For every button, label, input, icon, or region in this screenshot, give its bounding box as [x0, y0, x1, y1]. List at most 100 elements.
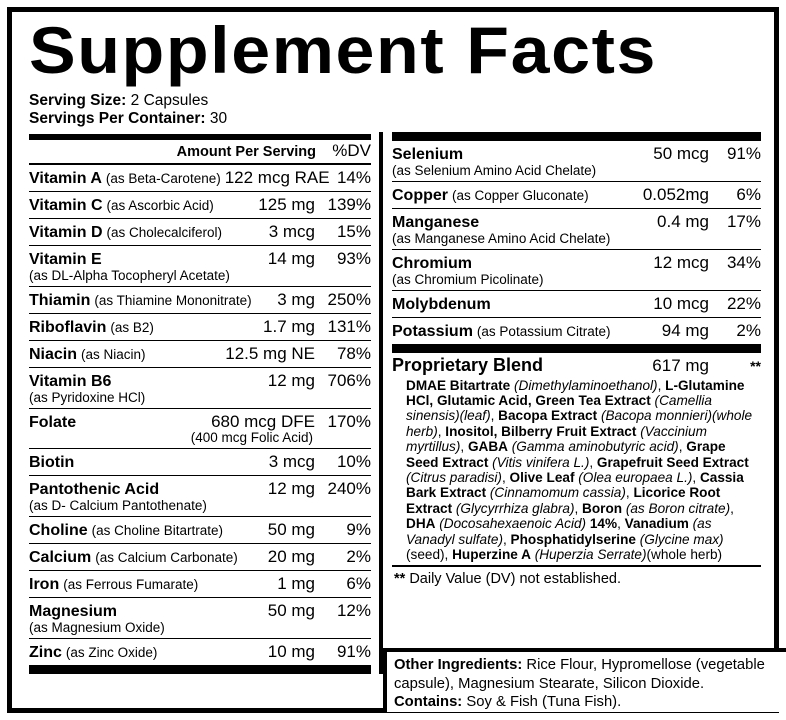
nutrient-row-main: Zinc (as Zinc Oxide) 10 mg 91%: [29, 641, 371, 663]
nutrient-amount: 0.052mg: [642, 184, 709, 204]
nutrient-name: Selenium: [392, 145, 464, 163]
nutrient-name: Manganese: [392, 213, 480, 231]
nutrient-percent-dv: 78%: [336, 343, 371, 363]
nutrient-row: Molybdenum 10 mcg 22%: [392, 291, 761, 317]
left-bottom-bar: [29, 664, 371, 674]
left-top-bar: [29, 134, 371, 140]
nutrient-percent-dv: 139%: [327, 194, 371, 214]
nutrient-name: Molybdenum: [392, 295, 491, 313]
row-divider: [392, 207, 761, 209]
nutrient-amount: 3 mcg: [268, 451, 315, 471]
nutrient-source: (as Zinc Oxide): [65, 644, 158, 660]
nutrient-subsource: (as Manganese Amino Acid Chelate): [392, 230, 611, 246]
nutrient-percent-dv: 22%: [726, 293, 761, 313]
row-divider: [392, 248, 761, 250]
nutrient-amount: 12.5 mg NE: [225, 343, 315, 363]
nutrient-row-main: Manganese 0.4 mg 17%: [392, 211, 761, 233]
nutrient-percent-dv: 131%: [327, 316, 371, 336]
nutrient-subsource: (as Pyridoxine HCl): [29, 389, 146, 405]
right-nutrient-column: Selenium 50 mcg 91% (as Selenium Amino Acid…: [379, 132, 767, 674]
nutrient-amount: 20 mg: [267, 546, 315, 566]
row-divider: [392, 180, 761, 182]
nutrient-name: Thiamin: [29, 291, 91, 309]
other-ingredients-label: Other Ingredients:: [394, 657, 523, 673]
nutrient-row: Magnesium 50 mg 12% (as Magnesium Oxide): [29, 598, 371, 638]
nutrient-percent-dv: 2%: [346, 546, 371, 566]
nutrient-row-main: Iron (as Ferrous Fumarate) 1 mg 6%: [29, 573, 371, 595]
nutrient-percent-dv: 6%: [346, 573, 371, 593]
nutrient-row-main: Vitamin E 14 mg 93%: [29, 248, 371, 270]
nutrient-amount: 94 mg: [661, 320, 709, 340]
nutrient-name: Iron: [29, 575, 60, 593]
serving-info: Serving Size: 2 Capsules Servings Per Co…: [12, 86, 774, 132]
nutrient-row-main: Molybdenum 10 mcg 22%: [392, 293, 761, 315]
nutrient-row: Zinc (as Zinc Oxide) 10 mg 91%: [29, 639, 371, 665]
nutrient-subsource: (as D- Calcium Pantothenate): [29, 497, 207, 513]
serving-size-line: Serving Size: 2 Capsules: [29, 92, 774, 110]
nutrient-amount: 0.4 mg: [657, 211, 709, 231]
nutrient-row: Vitamin A (as Beta-Carotene) 122 mcg RAE 14…: [29, 165, 371, 191]
servings-per-container-label: Servings Per Container:: [29, 110, 206, 127]
proprietary-blend-section: Proprietary Blend 617 mg ** DMAE Bitartr…: [392, 353, 761, 566]
row-divider: [29, 542, 371, 544]
nutrient-source: (as Thiamine Mononitrate): [94, 292, 252, 308]
nutrient-amount: 12 mcg: [653, 252, 709, 272]
nutrient-row: Vitamin E 14 mg 93% (as DL-Alpha Tocopheryl…: [29, 246, 371, 286]
blend-dv: **: [750, 357, 761, 374]
nutrient-row-main: Vitamin B6 12 mg 706%: [29, 370, 371, 392]
nutrient-row-main: Calcium (as Calcium Carbonate) 20 mg 2%: [29, 546, 371, 568]
nutrient-amount: 10 mcg: [653, 293, 709, 313]
nutrient-name: Folate: [29, 413, 77, 431]
nutrient-row-main: Chromium 12 mcg 34%: [392, 252, 761, 274]
nutrient-row: Iron (as Ferrous Fumarate) 1 mg 6%: [29, 571, 371, 597]
nutrition-columns: Amount Per Serving %DV Vitamin A (as Beta…: [12, 132, 774, 674]
nutrient-row: Calcium (as Calcium Carbonate) 20 mg 2%: [29, 544, 371, 570]
nutrient-percent-dv: 10%: [336, 451, 371, 471]
row-divider: [29, 217, 371, 219]
nutrient-amount: 1 mg: [277, 573, 315, 593]
row-divider: [29, 244, 371, 246]
dv-footnote: ** Daily Value (DV) not established.: [392, 567, 761, 591]
nutrient-source: (as Ferrous Fumarate): [63, 576, 199, 592]
nutrient-source: (as Copper Gluconate): [452, 187, 589, 203]
dv-note-rule: [392, 565, 761, 568]
blend-header-row: Proprietary Blend 617 mg **: [392, 353, 761, 377]
nutrient-percent-dv: 170%: [327, 411, 371, 431]
nutrient-amount: 50 mg: [267, 600, 315, 620]
nutrient-source: (as Cholecalciferol): [106, 224, 223, 240]
row-divider: [29, 474, 371, 476]
nutrient-row: Vitamin C (as Ascorbic Acid) 125 mg 139%: [29, 192, 371, 218]
nutrient-row: Choline (as Choline Bitartrate) 50 mg 9%: [29, 517, 371, 543]
nutrient-percent-dv: 12%: [336, 600, 371, 620]
nutrient-row-main: Choline (as Choline Bitartrate) 50 mg 9%: [29, 519, 371, 541]
nutrient-row-main: Vitamin C (as Ascorbic Acid) 125 mg 139%: [29, 194, 371, 216]
nutrient-row-main: Niacin (as Niacin) 12.5 mg NE 78%: [29, 343, 371, 365]
left-column-headers: Amount Per Serving %DV: [29, 140, 371, 163]
nutrient-percent-dv: 2%: [736, 320, 761, 340]
blend-ingredient-list: DMAE Bitartrate (Dimethylaminoethanol), …: [406, 377, 753, 562]
nutrient-source: (as Niacin): [81, 346, 146, 362]
nutrient-row-main: Biotin 3 mcg 10%: [29, 451, 371, 473]
nutrient-row: Manganese 0.4 mg 17% (as Manganese Amino Ac…: [392, 209, 761, 249]
left-nutrient-column: Amount Per Serving %DV Vitamin A (as Beta…: [12, 132, 379, 674]
servings-per-container-value: 30: [209, 110, 228, 127]
nutrient-row-main: Riboflavin (as B2) 1.7 mg 131%: [29, 316, 371, 338]
nutrient-source: (as Choline Bitartrate): [91, 522, 223, 538]
nutrient-amount: 14 mg: [267, 248, 315, 268]
nutrient-row-main: Magnesium 50 mg 12%: [29, 600, 371, 622]
left-header-rule: [29, 163, 371, 165]
dv-footnote-marker: **: [394, 571, 406, 588]
nutrient-amount: 680 mcg DFE: [211, 411, 315, 431]
nutrient-row-main: Vitamin A (as Beta-Carotene) 122 mcg RAE 14…: [29, 167, 371, 189]
left-rows-container: Vitamin A (as Beta-Carotene) 122 mcg RAE 14…: [29, 165, 371, 665]
percent-dv-header: %DV: [332, 141, 371, 160]
nutrient-row: Biotin 3 mcg 10%: [29, 449, 371, 475]
nutrient-percent-dv: 93%: [336, 248, 371, 268]
nutrient-percent-dv: 15%: [336, 221, 371, 241]
blend-name: Proprietary Blend: [392, 354, 544, 375]
row-divider: [29, 339, 371, 341]
nutrient-row-main: Pantothenic Acid 12 mg 240%: [29, 478, 371, 500]
supplement-facts-panel: Supplement Facts Serving Size: 2 Capsule…: [7, 7, 779, 713]
nutrient-row: Chromium 12 mcg 34% (as Chromium Picolinate…: [392, 250, 761, 290]
nutrient-row: Potassium (as Potassium Citrate) 94 mg 2%: [392, 318, 761, 344]
